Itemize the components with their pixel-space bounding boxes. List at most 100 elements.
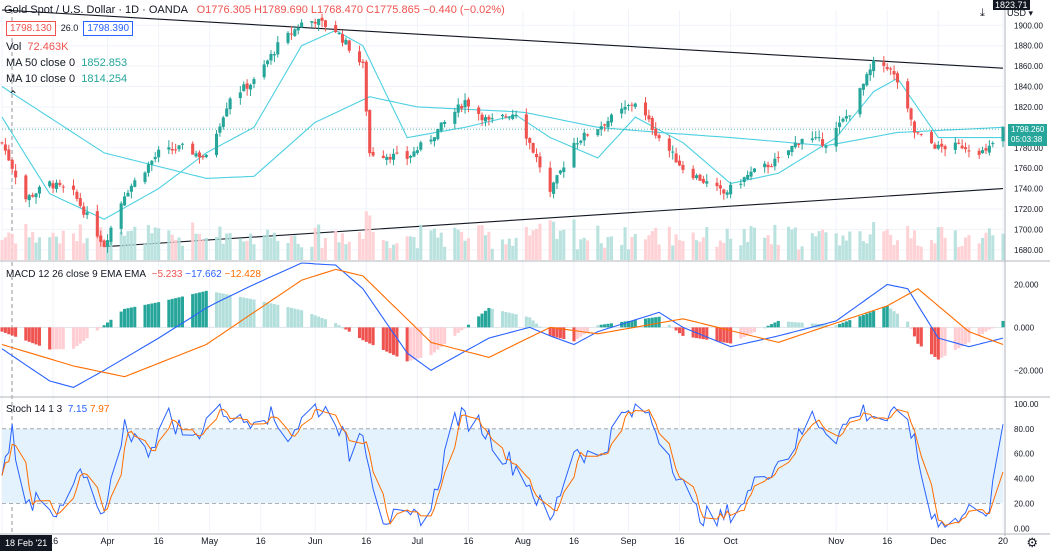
candle-body xyxy=(718,185,722,189)
macd-histogram-bar xyxy=(266,302,270,328)
candle-body xyxy=(725,192,729,195)
macd-histogram-bar xyxy=(586,327,590,333)
candle-body xyxy=(266,60,270,65)
volume-bar xyxy=(742,228,746,260)
candle-body xyxy=(286,32,290,43)
candle-body xyxy=(24,175,28,200)
macd-histogram-bar xyxy=(889,308,893,328)
candle-body xyxy=(933,144,937,149)
candle-body xyxy=(957,142,961,144)
volume-bar xyxy=(633,233,637,260)
volume-bar xyxy=(909,238,913,260)
candle-body xyxy=(906,81,910,109)
candle-body xyxy=(885,66,889,70)
candle-body xyxy=(37,186,41,194)
ma50-label: MA 50 close 0 xyxy=(6,57,76,69)
candle-body xyxy=(99,235,103,242)
macd-histogram-bar xyxy=(323,319,327,328)
macd-histogram-bar xyxy=(868,312,872,328)
collapse-legend-icon[interactable]: ⌃ xyxy=(8,88,19,102)
volume-bar xyxy=(102,244,106,260)
volume-bar xyxy=(269,237,273,260)
macd-histogram-bar xyxy=(582,327,586,335)
sell-price-button[interactable]: 1798.130 xyxy=(6,21,56,36)
volume-bar xyxy=(364,211,368,260)
candle-body xyxy=(242,84,246,92)
candle-body xyxy=(987,145,991,153)
candle-body xyxy=(960,145,964,149)
volume-bar xyxy=(249,233,253,260)
macd-histogram-bar xyxy=(991,327,995,329)
candle-body xyxy=(429,139,433,142)
volume-bar xyxy=(419,224,423,260)
stoch-tick-label: 80.00 xyxy=(1014,425,1035,434)
macd-histogram-bar xyxy=(153,302,157,328)
macd-histogram-bar xyxy=(507,312,511,328)
macd-histogram-bar xyxy=(800,322,804,328)
volume-bar xyxy=(535,228,539,260)
candle-body xyxy=(657,135,661,139)
macd-histogram-bar xyxy=(126,308,130,328)
price-tick-label: 1860.00 xyxy=(1014,62,1043,71)
macd-histogram-bar xyxy=(643,318,648,328)
macd-histogram-bar xyxy=(912,327,917,337)
time-tick-label: 16 xyxy=(569,536,579,546)
macd-histogram-bar xyxy=(429,327,433,356)
macd-histogram-bar xyxy=(558,327,562,339)
gear-icon[interactable]: ⚙ xyxy=(1026,535,1038,550)
macd-histogram-bar xyxy=(960,327,964,347)
volume-bar xyxy=(654,227,658,260)
volume-bar xyxy=(572,219,576,260)
buy-price-button[interactable]: 1798.390 xyxy=(83,21,134,36)
volume-bar xyxy=(460,231,464,260)
volume-bar xyxy=(194,233,198,260)
volume-bar xyxy=(405,236,409,260)
pin-icon[interactable]: ⤓ xyxy=(980,7,985,19)
stoch-tick-label: 100.00 xyxy=(1014,400,1039,409)
time-tick-label: 20 xyxy=(998,536,1008,546)
macd-label: MACD 12 26 close 9 EMA EMA xyxy=(6,269,147,280)
volume-bar xyxy=(548,220,552,260)
candle-body xyxy=(511,114,515,119)
volume-bar xyxy=(170,234,174,260)
macd-panel xyxy=(0,262,1005,388)
volume-bars xyxy=(0,211,1005,260)
macd-histogram-bar xyxy=(701,327,705,340)
volume-bar xyxy=(739,245,743,260)
macd-histogram-bar xyxy=(797,322,801,328)
candle-body xyxy=(620,108,624,114)
currency-selector[interactable]: USD ▾ xyxy=(1007,6,1033,20)
volume-bar xyxy=(674,234,678,260)
volume-bar xyxy=(443,246,447,260)
candle-body xyxy=(892,71,896,75)
volume-bar xyxy=(841,235,845,260)
candle-body xyxy=(245,83,249,89)
macd-histogram-bar xyxy=(633,320,637,328)
volume-bar xyxy=(177,237,181,260)
candle-body xyxy=(3,144,7,151)
volume-bar xyxy=(252,244,256,260)
time-tick-label: 16 xyxy=(154,536,164,546)
candle-body xyxy=(895,73,899,83)
candle-body xyxy=(739,183,743,185)
candle-body xyxy=(150,160,154,165)
signal-value: −17.662 xyxy=(185,269,222,280)
candle-body xyxy=(289,33,293,35)
volume-bar xyxy=(912,230,917,260)
volume-bar xyxy=(929,239,934,260)
time-tick-label: 16 xyxy=(675,536,685,546)
macd-histogram-bar xyxy=(528,317,532,328)
volume-bar xyxy=(85,238,89,260)
candle-body xyxy=(647,115,651,120)
candle-body xyxy=(763,163,767,168)
macd-histogram-bar xyxy=(575,327,579,339)
candle-body xyxy=(691,168,695,179)
price-tick-label: 1840.00 xyxy=(1014,83,1043,92)
macd-histogram-bar xyxy=(54,327,59,350)
volume-bar xyxy=(201,239,205,260)
macd-histogram-bar xyxy=(872,311,876,328)
macd-histogram-bar xyxy=(85,327,89,339)
macd-histogram-bar xyxy=(861,314,865,328)
lower-trendline xyxy=(104,188,1004,248)
